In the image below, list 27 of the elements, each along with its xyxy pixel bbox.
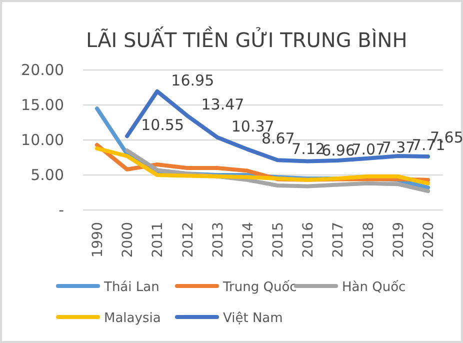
legend-label: Thái Lan (103, 280, 160, 295)
legend-label: Việt Nam (223, 311, 283, 326)
data-label: 7.12 (292, 140, 325, 158)
y-tick-label: 15.00 (21, 96, 64, 114)
data-label: 10.55 (141, 116, 184, 134)
x-tick-label: 2012 (180, 222, 196, 258)
x-tick-label: 2018 (360, 222, 377, 258)
legend-label: Hàn Quốc (342, 280, 406, 295)
x-tick-label: 2017 (330, 222, 347, 258)
legend-label: Trung Quốc (222, 280, 297, 295)
y-tick-label: - (58, 201, 64, 219)
x-tick-label: 2016 (300, 222, 317, 258)
x-tick-label: 2015 (270, 222, 287, 258)
data-label: 13.47 (201, 96, 244, 114)
y-tick-label: 5.00 (30, 166, 64, 184)
x-tick-label: 2013 (210, 222, 226, 258)
x-tick-label: 2014 (240, 222, 256, 258)
legend-label: Malaysia (104, 311, 161, 326)
x-tick-label: 2011 (150, 222, 166, 258)
x-tick-label: 2019 (390, 222, 407, 258)
y-tick-label: 20.00 (21, 61, 64, 79)
x-tick-label: 2000 (120, 222, 136, 258)
x-tick-label: 2020 (421, 222, 437, 258)
chart-title: LÃI SUẤT TIỀN GỬI TRUNG BÌNH (86, 26, 408, 52)
x-tick-label: 1990 (90, 222, 106, 258)
y-tick-label: 10.00 (21, 131, 64, 149)
data-label: 16.95 (171, 71, 214, 90)
